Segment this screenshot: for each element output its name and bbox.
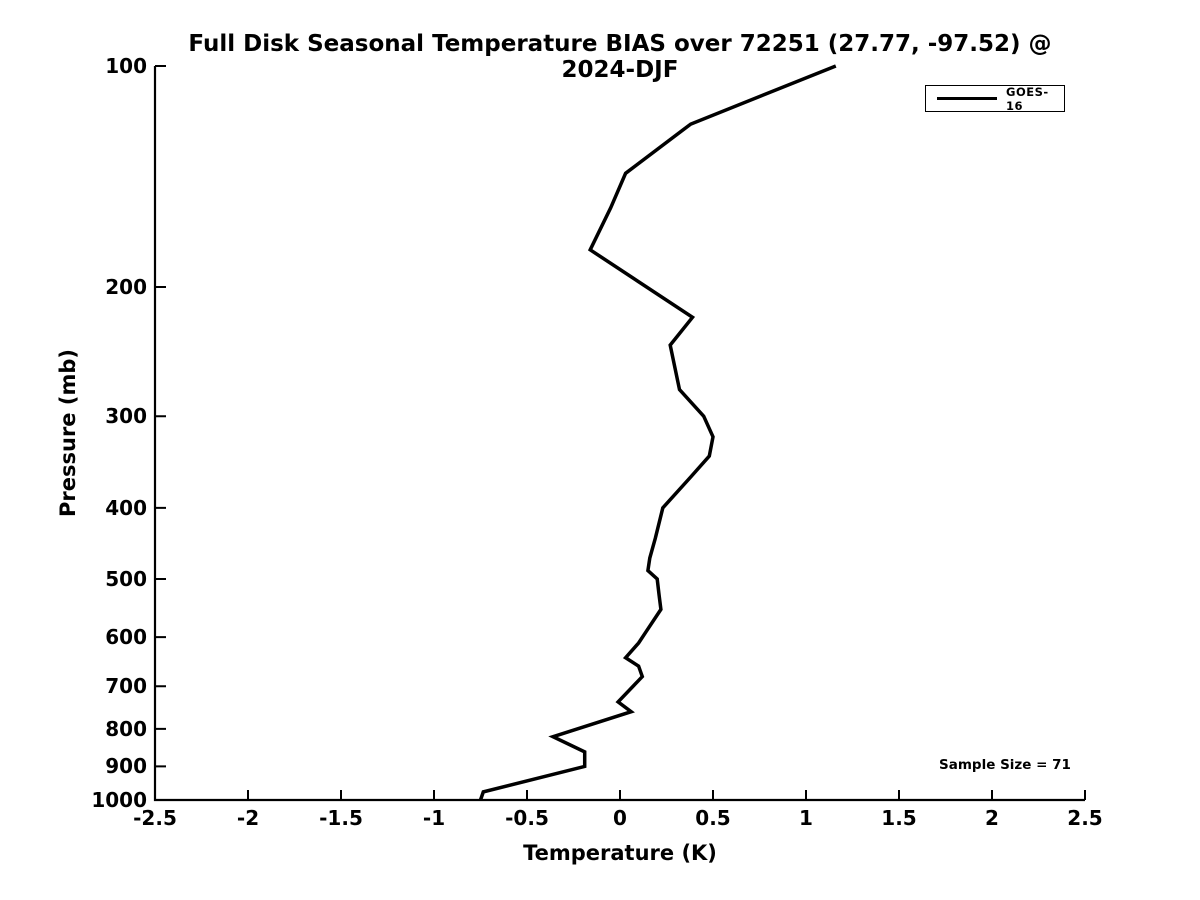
y-tick-label-500: 500 bbox=[105, 567, 147, 592]
y-tick-label-700: 700 bbox=[105, 674, 147, 699]
x-tick-label-1: 1 bbox=[799, 806, 813, 830]
x-tick-label--1: -1 bbox=[422, 806, 446, 830]
x-tick-label--0.5: -0.5 bbox=[505, 806, 549, 830]
y-axis-label: Pressure (mb) bbox=[56, 349, 80, 517]
y-tick-label-300: 300 bbox=[105, 404, 147, 429]
x-tick-label--2.5: -2.5 bbox=[133, 806, 177, 830]
axis-spines bbox=[153, 66, 1085, 802]
y-tick-label-800: 800 bbox=[105, 716, 147, 741]
chart-title: Full Disk Seasonal Temperature BIAS over… bbox=[188, 31, 1052, 83]
y-tick-label-200: 200 bbox=[105, 274, 147, 299]
series-line-goes-16 bbox=[478, 64, 837, 801]
axis-tick-marks bbox=[154, 65, 1086, 801]
sample-size-annotation: Sample Size = 71 bbox=[939, 757, 1071, 773]
x-tick-label--2: -2 bbox=[236, 806, 260, 830]
legend-line-sample-icon bbox=[937, 97, 997, 100]
x-tick-label-2.5: 2.5 bbox=[1067, 806, 1103, 830]
y-tick-label-1000: 1000 bbox=[91, 788, 147, 812]
x-tick-label-2: 2 bbox=[985, 806, 999, 830]
x-tick-label-1.5: 1.5 bbox=[881, 806, 917, 830]
y-tick-label-100: 100 bbox=[105, 54, 147, 78]
y-tick-label-900: 900 bbox=[105, 754, 147, 779]
x-tick-label-0: 0 bbox=[613, 806, 627, 830]
y-tick-label-600: 600 bbox=[105, 625, 147, 650]
x-tick-label--1.5: -1.5 bbox=[319, 806, 363, 830]
legend-entry-label: GOES-16 bbox=[1006, 84, 1049, 113]
y-tick-label-400: 400 bbox=[105, 495, 147, 520]
legend: GOES-16 bbox=[925, 84, 1065, 113]
x-axis-label: Temperature (K) bbox=[523, 841, 717, 865]
x-tick-label-0.5: 0.5 bbox=[695, 806, 731, 830]
